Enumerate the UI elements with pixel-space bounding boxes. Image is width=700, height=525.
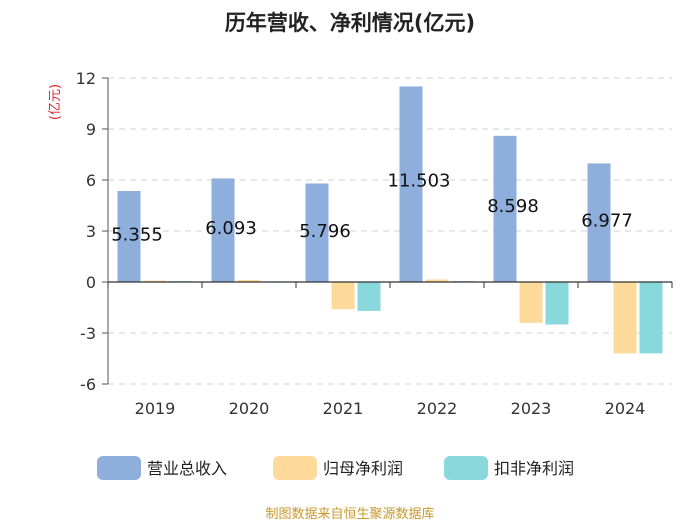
grid [108, 77, 672, 385]
legend-swatch-2 [444, 456, 488, 480]
data-label-revenue-2020: 6.093 [205, 218, 257, 239]
y-tick-label: 12 [76, 69, 96, 88]
bar-revenue-2022 [399, 86, 423, 282]
legend-label-2: 扣非净利润 [494, 459, 574, 478]
bar-revenue-2024 [587, 163, 611, 282]
y-axis-label: (亿元) [48, 84, 63, 120]
legend-swatch-1 [273, 456, 317, 480]
chart-title: 历年营收、净利情况(亿元) [225, 11, 475, 35]
bar-deducted-profit-2023 [545, 282, 569, 325]
x-tick-label: 2020 [229, 399, 270, 418]
bar-deducted-profit-2024 [639, 282, 663, 354]
bar-net-profit-2021 [331, 282, 355, 310]
data-labels: 5.355 6.093 5.796 11.503 8.598 6.977 [111, 170, 633, 245]
bar-net-profit-2023 [519, 282, 543, 323]
source-note: 制图数据来自恒生聚源数据库 [265, 506, 434, 522]
y-tick-label: 3 [86, 222, 96, 241]
bar-net-profit-2020 [237, 279, 261, 282]
bar-net-profit-2019 [143, 280, 167, 282]
legend-swatch-0 [97, 456, 141, 480]
x-tick-label: 2024 [605, 399, 646, 418]
y-tick-label: -6 [80, 375, 96, 394]
y-tick-label: 9 [86, 120, 96, 139]
x-tick-label: 2022 [417, 399, 458, 418]
y-tick-label: 6 [86, 171, 96, 190]
bars [117, 86, 663, 354]
bar-net-profit-2022 [425, 279, 449, 282]
bar-revenue-2020 [211, 178, 235, 282]
legend: 营业总收入 归母净利润 扣非净利润 [97, 456, 574, 480]
legend-label-0: 营业总收入 [147, 459, 227, 478]
bar-revenue-2023 [493, 135, 517, 282]
legend-label-1: 归母净利润 [323, 459, 403, 478]
x-tick-label: 2021 [323, 399, 364, 418]
bar-net-profit-2024 [613, 282, 637, 354]
x-tick-label: 2023 [511, 399, 552, 418]
bar-revenue-2021 [305, 183, 329, 282]
data-label-revenue-2022: 11.503 [388, 170, 451, 191]
data-label-revenue-2021: 5.796 [299, 221, 351, 242]
axes: 12 9 6 3 0 -3 -6 2019 2020 2021 2022 2023 2024 [76, 69, 673, 418]
data-label-revenue-2019: 5.355 [111, 225, 163, 246]
x-tick-label: 2019 [135, 399, 176, 418]
bar-deducted-profit-2021 [357, 282, 381, 311]
bar-revenue-2019 [117, 190, 141, 282]
y-tick-label: -3 [80, 324, 96, 343]
data-label-revenue-2023: 8.598 [487, 196, 539, 217]
y-tick-label: 0 [86, 273, 96, 292]
data-label-revenue-2024: 6.977 [581, 210, 633, 231]
